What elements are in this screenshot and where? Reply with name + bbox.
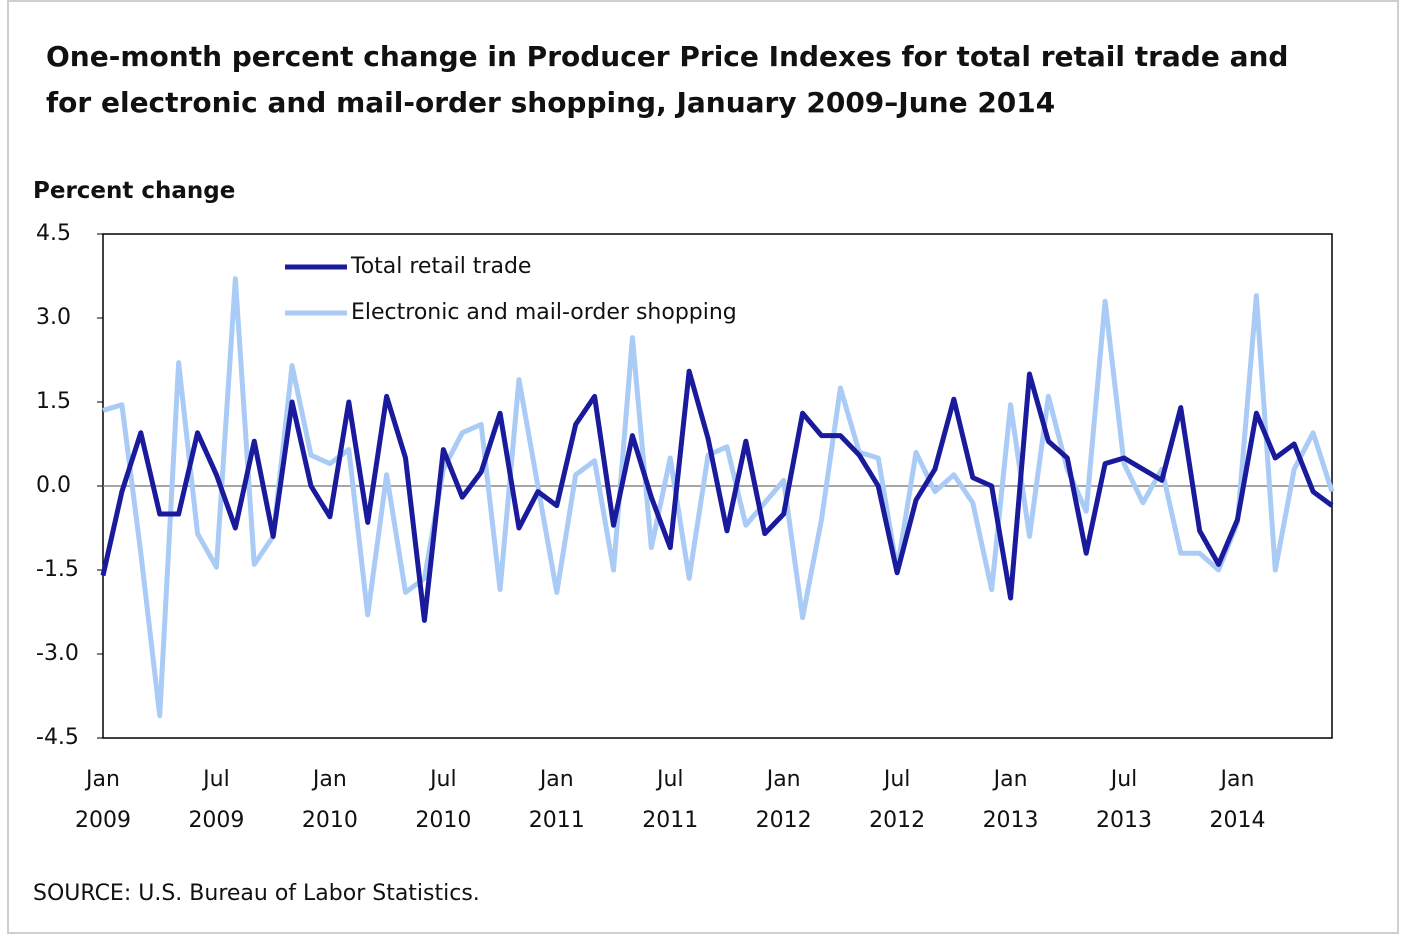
y-tick-label: 1.5: [36, 389, 71, 414]
y-tick-label: -1.5: [36, 557, 79, 582]
legend-label: Total retail trade: [350, 254, 531, 279]
legend-label: Electronic and mail-order shopping: [351, 300, 737, 325]
y-tick-label: -3.0: [36, 641, 79, 666]
y-tick-label: 0.0: [36, 473, 71, 498]
x-tick-label: Jul 2012: [869, 767, 925, 833]
x-tick-label: Jan 2011: [529, 767, 585, 833]
line: [102, 276, 1335, 719]
x-tick-label: Jan 2010: [302, 767, 358, 833]
x-tick-label: Jan 2014: [1209, 767, 1265, 833]
x-tick-label: Jan 2012: [756, 767, 812, 833]
line: [100, 368, 1334, 623]
x-tick-label: Jul 2010: [415, 767, 471, 833]
x-tick-label: Jan 2009: [75, 767, 131, 833]
y-axis-label: Percent change: [33, 178, 235, 204]
y-tick-label: 3.0: [36, 305, 71, 330]
x-tick-label: Jul 2011: [642, 767, 698, 833]
source: SOURCE: U.S. Bureau of Labor Statistics.: [33, 881, 480, 906]
x-tick-label: Jul 2009: [188, 767, 244, 833]
y-tick-label: -4.5: [36, 725, 79, 750]
x-tick-label: Jul 2013: [1096, 767, 1152, 833]
y-tick-label: 4.5: [36, 221, 71, 246]
x-tick-label: Jan 2013: [983, 767, 1039, 833]
chart-title: One-month percent change in Producer Pri…: [46, 40, 1288, 119]
